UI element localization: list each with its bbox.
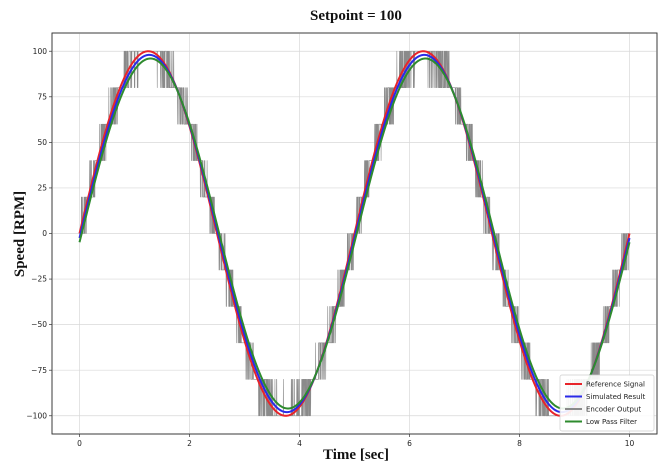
x-axis-label: Time [sec] [323, 447, 389, 463]
y-tick-label: −75 [31, 366, 47, 375]
x-tick-label: 6 [407, 439, 412, 448]
y-axis-label: Speed [RPM] [12, 191, 28, 277]
x-tick-label: 4 [297, 439, 302, 448]
chart-title: Setpoint = 100 [310, 8, 402, 24]
x-tick-label: 0 [77, 439, 82, 448]
data-series [78, 50, 631, 417]
y-tick-label: 100 [33, 47, 48, 56]
x-tick-label: 8 [517, 439, 522, 448]
x-tick-label: 10 [625, 439, 635, 448]
y-axis-ticks: 100 75 50 25 0 −25 −50 −75 −100 [26, 47, 52, 420]
grid [52, 33, 657, 434]
plot-frame [51, 32, 658, 435]
legend-label: Encoder Output [586, 406, 641, 414]
x-axis-ticks: 0 2 4 6 8 10 [77, 434, 634, 448]
y-tick-label: −100 [26, 411, 47, 420]
y-tick-label: 0 [42, 229, 47, 238]
legend: Reference Signal Simulated Result Encoder … [559, 374, 655, 432]
legend-box [559, 374, 655, 432]
legend-label: Reference Signal [586, 381, 645, 389]
legend-label: Simulated Result [586, 393, 645, 401]
y-tick-label: −25 [31, 275, 47, 284]
y-tick-label: −50 [31, 320, 47, 329]
series-low-pass-filter [78, 57, 631, 410]
x-tick-label: 2 [187, 439, 192, 448]
y-tick-label: 75 [37, 92, 47, 101]
y-tick-label: 25 [37, 184, 47, 193]
legend-label: Low Pass Filter [586, 418, 637, 426]
y-tick-label: 50 [37, 138, 47, 147]
